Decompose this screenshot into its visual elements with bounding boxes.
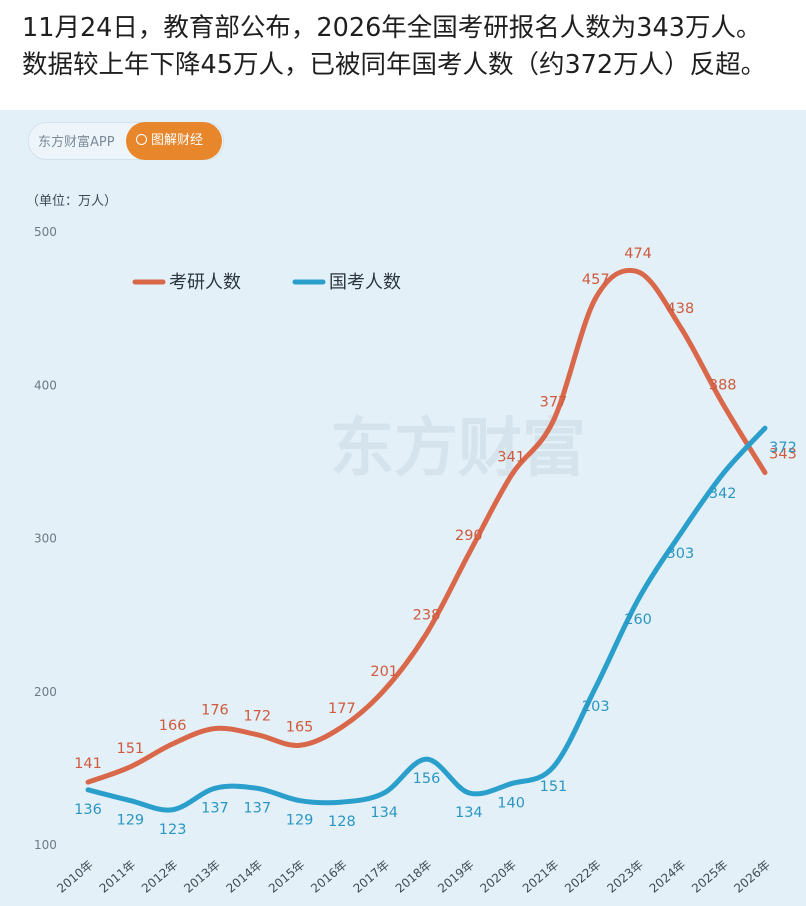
x-tick-label: 2011年	[97, 858, 139, 896]
data-label: 341	[497, 450, 525, 466]
data-label: 203	[582, 699, 610, 715]
series-line-guokao	[85, 425, 768, 813]
legend: 考研人数 国考人数	[132, 272, 401, 293]
data-label: 140	[497, 796, 525, 812]
data-label: 123	[159, 822, 187, 838]
data-label: 177	[328, 701, 356, 717]
data-label: 129	[286, 813, 314, 829]
series-lines	[85, 267, 768, 813]
data-label: 260	[624, 612, 652, 628]
data-label: 343	[769, 447, 797, 463]
data-label: 290	[455, 528, 483, 544]
data-label: 238	[413, 608, 441, 624]
x-tick-label: 2019年	[435, 858, 477, 896]
graphic-finance-label: 图解财经	[151, 133, 204, 148]
data-labels: 141 151 166 176 172 165 177 201 238 290 341 377 457 4…	[74, 246, 797, 838]
unit-label: （单位：万人）	[26, 194, 118, 209]
data-label: 474	[624, 246, 652, 262]
search-icon	[136, 134, 147, 145]
y-axis: 100 200 300 400 500	[34, 225, 57, 852]
data-label: 457	[582, 272, 610, 288]
x-tick-label: 2013年	[181, 858, 223, 896]
data-label: 438	[667, 301, 695, 317]
x-tick-label: 2017年	[351, 858, 393, 896]
x-tick-label: 2012年	[139, 858, 181, 896]
y-tick-label: 200	[34, 685, 57, 699]
x-tick-label: 2015年	[266, 858, 308, 896]
headline: 11月24日，教育部公布，2026年全国考研报名人数为343万人。 数据较上年下…	[22, 10, 792, 84]
data-label: 129	[116, 813, 144, 829]
graphic-finance-button[interactable]: 图解财经	[126, 122, 222, 160]
x-tick-label: 2014年	[224, 858, 266, 896]
data-label: 137	[201, 800, 229, 816]
x-axis: 2010年 2011年 2012年 2013年 2014年 2015年 2016年 2017年…	[54, 858, 773, 896]
series-line-kaoyan	[85, 267, 768, 785]
x-tick-label: 2010年	[54, 858, 96, 896]
x-tick-label: 2021年	[520, 858, 562, 896]
headline-line-1: 11月24日，教育部公布，2026年全国考研报名人数为343万人。	[22, 13, 762, 43]
data-label: 176	[201, 703, 229, 719]
data-label: 136	[74, 802, 102, 818]
data-label: 377	[540, 394, 568, 410]
data-label: 372	[769, 440, 797, 456]
x-tick-label: 2020年	[477, 858, 519, 896]
y-tick-label: 500	[34, 225, 57, 239]
data-label: 151	[116, 741, 144, 757]
data-label: 137	[243, 800, 271, 816]
data-label: 156	[413, 771, 441, 787]
brand-app-label: 东方财富APP	[38, 135, 115, 150]
watermark-text: 东方财富	[330, 412, 586, 486]
data-label: 166	[159, 718, 187, 734]
data-label: 201	[370, 664, 398, 680]
data-label: 388	[709, 378, 737, 394]
y-tick-label: 400	[34, 378, 57, 392]
y-tick-label: 300	[34, 532, 57, 546]
x-tick-label: 2024年	[647, 858, 689, 896]
x-tick-label: 2016年	[308, 858, 350, 896]
data-label: 172	[243, 709, 271, 725]
data-label: 342	[709, 486, 737, 502]
x-tick-label: 2025年	[689, 858, 731, 896]
x-tick-label: 2018年	[393, 858, 435, 896]
data-label: 303	[667, 546, 695, 562]
y-tick-label: 100	[34, 838, 57, 852]
data-label: 151	[540, 779, 568, 795]
x-tick-label: 2026年	[731, 858, 773, 896]
data-label: 165	[286, 719, 314, 735]
data-label: 141	[74, 756, 102, 772]
legend-label: 国考人数	[329, 272, 401, 293]
legend-label: 考研人数	[169, 272, 241, 293]
x-tick-label: 2022年	[562, 858, 604, 896]
x-tick-label: 2023年	[604, 858, 646, 896]
headline-line-2: 数据较上年下降45万人，已被同年国考人数（约372万人）反超。	[22, 50, 767, 80]
data-label: 128	[328, 814, 356, 830]
data-label: 134	[370, 805, 398, 821]
data-label: 134	[455, 805, 483, 821]
